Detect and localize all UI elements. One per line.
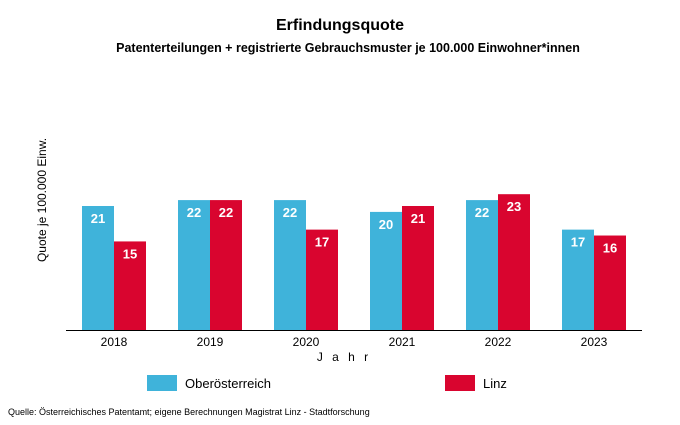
y-axis-title: Quote je 100.000 Einw. xyxy=(35,138,49,262)
x-tick-labels: 2018 2019 2020 2021 2022 2023 xyxy=(101,335,608,349)
source-note: Quelle: Österreichisches Patentamt; eige… xyxy=(8,407,370,417)
legend-swatch-oberoesterreich xyxy=(147,375,177,391)
bar-value-label: 22 xyxy=(283,205,297,220)
bar-value-label: 22 xyxy=(219,205,233,220)
bar-value-label: 20 xyxy=(379,217,393,232)
x-tick-label: 2019 xyxy=(197,335,224,349)
bar-oberoesterreich-2022 xyxy=(466,200,498,330)
legend-label-oberoesterreich: Oberösterreich xyxy=(185,376,271,391)
bar-linz-2022 xyxy=(498,194,530,330)
bar-linz-2021 xyxy=(402,206,434,330)
bar-value-label: 17 xyxy=(571,235,585,250)
bar-value-label: 21 xyxy=(91,211,105,226)
bar-value-label: 17 xyxy=(315,235,329,250)
bar-value-label: 22 xyxy=(475,205,489,220)
bar-value-label: 22 xyxy=(187,205,201,220)
x-tick-label: 2021 xyxy=(389,335,416,349)
bar-oberoesterreich-2020 xyxy=(274,200,306,330)
chart-title: Erfindungsquote xyxy=(276,17,404,34)
bar-value-label: 23 xyxy=(507,199,521,214)
bar-value-label: 16 xyxy=(603,241,617,256)
chart-subtitle: Patenterteilungen + registrierte Gebrauc… xyxy=(116,41,580,55)
legend-label-linz: Linz xyxy=(483,376,507,391)
bar-oberoesterreich-2023 xyxy=(562,229,594,330)
bar-linz-2023 xyxy=(594,235,626,330)
bar-oberoesterreich-2018 xyxy=(82,206,114,330)
bar-value-label: 15 xyxy=(123,246,137,261)
x-tick-label: 2018 xyxy=(101,335,128,349)
x-axis-title: J a h r xyxy=(317,350,371,364)
x-tick-label: 2023 xyxy=(581,335,608,349)
bar-linz-2020 xyxy=(306,229,338,330)
bar-oberoesterreich-2019 xyxy=(178,200,210,330)
x-tick-label: 2022 xyxy=(485,335,512,349)
bar-oberoesterreich-2021 xyxy=(370,211,402,330)
bar-linz-2018 xyxy=(114,241,146,330)
legend: Oberösterreich Linz xyxy=(147,375,507,391)
bar-linz-2019 xyxy=(210,200,242,330)
bar-value-label: 21 xyxy=(411,211,425,226)
x-tick-label: 2020 xyxy=(293,335,320,349)
legend-swatch-linz xyxy=(445,375,475,391)
bars-group: 21 15 22 22 22 17 20 21 22 23 17 16 xyxy=(82,194,626,330)
